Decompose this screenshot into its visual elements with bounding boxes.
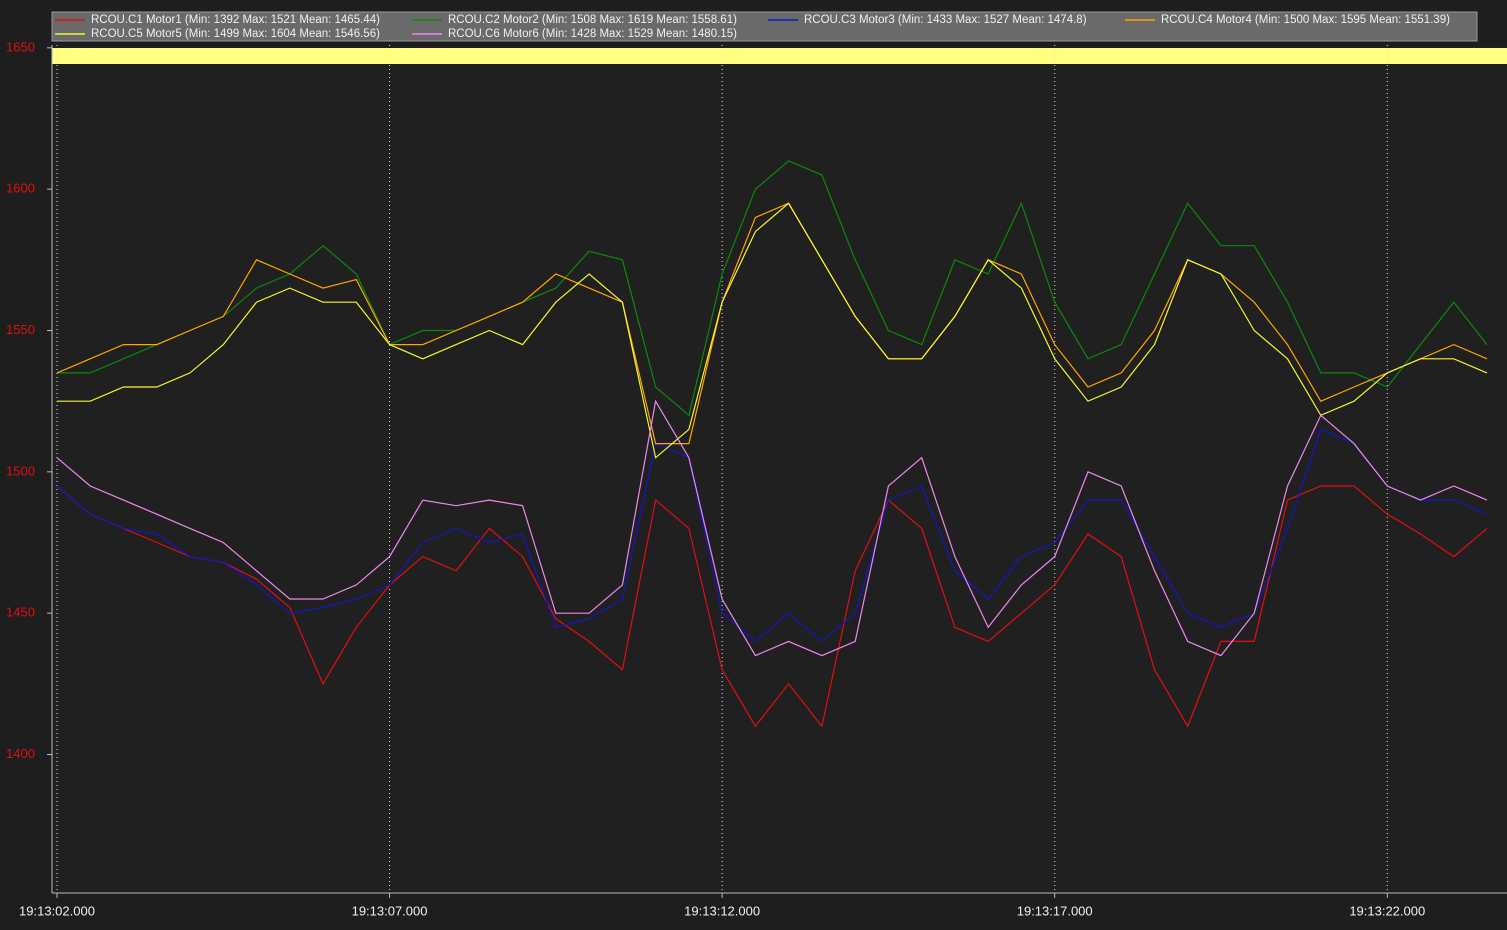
plot-area [52,45,1507,893]
x-tick-label: 19:13:17.000 [1017,903,1093,918]
legend-label: RCOU.C2 Motor2 (Min: 1508 Max: 1619 Mean… [448,14,737,26]
legend-box [51,11,1478,42]
legend-label: RCOU.C6 Motor6 (Min: 1428 Max: 1529 Mean… [448,28,737,40]
y-tick-label: 1600 [6,181,35,196]
series-line [56,202,1488,445]
y-tick-label: 1550 [6,322,35,337]
y-tick-label: 1650 [6,39,35,54]
x-tick-label: 19:13:02.000 [19,903,95,918]
y-tick-label: 1500 [6,463,35,478]
x-tick-label: 19:13:22.000 [1349,903,1425,918]
highlight-band [52,48,1507,64]
y-tick-label: 1400 [6,746,35,761]
legend-label: RCOU.C1 Motor1 (Min: 1392 Max: 1521 Mean… [91,14,380,26]
y-tick-label: 1450 [6,605,35,620]
series-line [57,202,1488,459]
series-line [56,485,1488,728]
legend-label: RCOU.C3 Motor3 (Min: 1433 Max: 1527 Mean… [804,14,1087,26]
legend-label: RCOU.C5 Motor5 (Min: 1499 Max: 1604 Mean… [91,28,380,40]
legend-label: RCOU.C4 Motor4 (Min: 1500 Max: 1595 Mean… [1161,14,1450,26]
series-line [56,428,1488,643]
series-line [57,160,1488,417]
x-tick-label: 19:13:12.000 [684,903,760,918]
series-line [56,399,1488,657]
x-tick-label: 19:13:07.000 [352,903,428,918]
